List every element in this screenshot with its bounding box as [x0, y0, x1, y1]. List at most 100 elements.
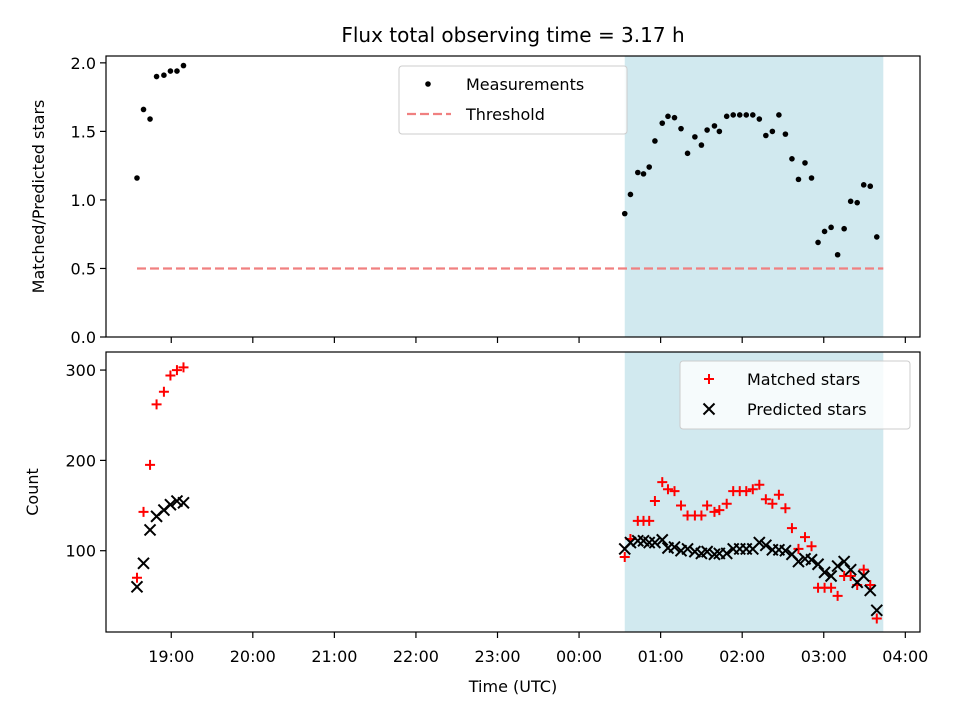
data-point	[165, 370, 176, 381]
data-point	[656, 533, 669, 547]
data-point	[619, 552, 630, 563]
x-tick-label: 01:00	[638, 647, 684, 666]
data-point	[140, 106, 147, 113]
legend-swatch	[704, 374, 714, 384]
data-point	[857, 569, 870, 583]
top-panel: 0.0 0.5 1.0 1.5 2.0 Matched/Predicted stars Me…	[29, 54, 921, 347]
data-point	[826, 582, 837, 593]
data-point	[643, 536, 656, 549]
x-tick-label: 22:00	[393, 647, 439, 666]
data-point	[684, 150, 691, 157]
legend-swatch	[425, 81, 431, 87]
data-point	[789, 156, 795, 162]
observing-interval-shade	[624, 56, 884, 337]
data-point	[858, 564, 869, 575]
y-tick-label: 0.0	[71, 328, 96, 347]
data-point	[741, 486, 752, 497]
data-point	[793, 543, 804, 554]
data-point	[131, 572, 142, 583]
y-tick-label: 300	[65, 361, 96, 380]
data-point	[824, 569, 838, 583]
data-point	[138, 506, 149, 517]
x-tick-label: 23:00	[474, 647, 520, 666]
data-point	[177, 496, 190, 510]
data-point	[773, 489, 784, 500]
data-point	[767, 498, 778, 509]
x-tick-label: 04:00	[882, 647, 928, 666]
data-point	[662, 484, 673, 495]
series-measurements	[134, 62, 880, 258]
data-point	[845, 571, 856, 581]
x-tick-label: 21:00	[311, 647, 357, 666]
data-point	[167, 68, 174, 74]
y-tick-label: 0.5	[71, 259, 96, 278]
x-tick-label: 19:00	[148, 647, 194, 666]
data-point	[786, 523, 797, 534]
data-point	[711, 123, 718, 129]
data-point	[171, 365, 182, 376]
y-tick-label: 200	[65, 451, 96, 470]
data-point	[646, 164, 653, 170]
data-point	[821, 228, 828, 235]
data-point	[873, 234, 880, 240]
data-point	[714, 505, 725, 516]
legend-swatch	[702, 402, 716, 416]
data-point	[864, 584, 877, 597]
data-point	[700, 545, 714, 558]
x-tick-label: 00:00	[556, 647, 602, 666]
data-point	[692, 134, 698, 140]
data-point	[147, 116, 153, 122]
data-point	[708, 548, 721, 561]
data-point	[652, 138, 658, 144]
data-point	[743, 112, 750, 118]
data-point	[657, 477, 668, 488]
data-point	[865, 580, 876, 591]
data-point	[756, 116, 763, 122]
y-axis-title: Count	[23, 468, 42, 516]
data-point	[871, 613, 882, 624]
data-point	[860, 182, 867, 188]
data-point	[834, 251, 841, 258]
data-point	[828, 224, 834, 231]
data-point	[721, 498, 732, 509]
data-point	[627, 191, 634, 198]
data-point	[174, 68, 180, 74]
data-point	[665, 113, 671, 120]
data-point	[847, 198, 854, 205]
data-point	[831, 559, 844, 573]
data-point	[841, 225, 847, 232]
chart-title: Flux total observing time = 3.17 h	[341, 23, 684, 47]
data-point	[805, 553, 818, 566]
y-tick-label: 1.5	[71, 122, 96, 141]
data-point	[709, 506, 720, 517]
data-point	[659, 120, 666, 126]
data-point	[161, 72, 167, 78]
data-point	[164, 498, 177, 511]
data-point	[668, 540, 681, 554]
data-point	[754, 479, 765, 490]
legend-label: Matched stars	[747, 370, 860, 389]
data-point	[158, 386, 169, 397]
legend: Measurements Threshold	[398, 65, 628, 135]
legend-label: Predicted stars	[747, 400, 867, 419]
data-point	[780, 503, 791, 514]
data-point	[799, 532, 810, 543]
data-point	[130, 580, 144, 594]
data-point	[669, 486, 680, 497]
y-tick-label: 2.0	[71, 54, 96, 73]
data-point	[153, 73, 160, 80]
data-point	[730, 112, 737, 118]
data-point	[681, 542, 694, 556]
data-point	[648, 536, 662, 549]
plot-frame	[105, 55, 921, 338]
data-point	[870, 604, 883, 617]
data-point	[736, 112, 743, 118]
data-point	[178, 362, 189, 373]
data-point	[145, 459, 156, 470]
x-tick-label: 20:00	[230, 647, 276, 666]
data-point	[806, 541, 817, 552]
data-point	[640, 171, 647, 177]
data-point	[759, 539, 773, 552]
data-point	[763, 132, 769, 139]
